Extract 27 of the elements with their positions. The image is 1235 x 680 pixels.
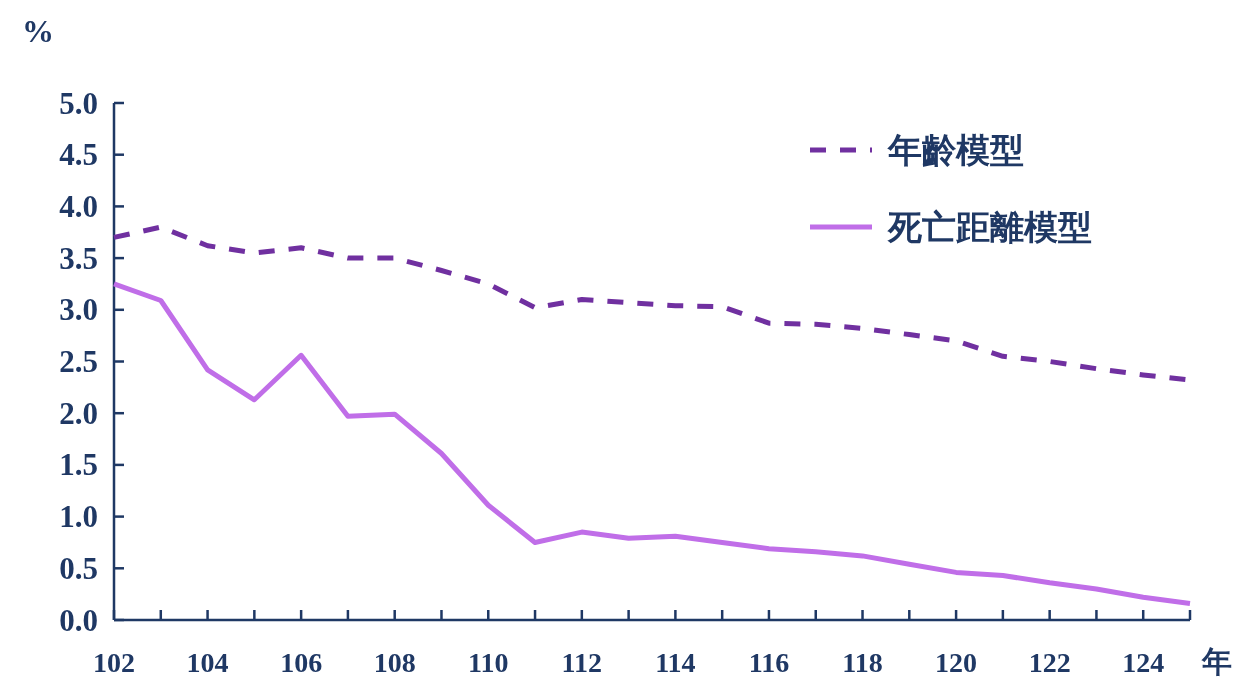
x-tick-label: 106 bbox=[280, 647, 323, 678]
y-tick-label: 1.5 bbox=[59, 447, 98, 483]
y-tick-label: 3.0 bbox=[59, 292, 98, 328]
legend-label: 死亡距離模型 bbox=[887, 208, 1092, 246]
x-tick-label: 104 bbox=[186, 647, 229, 678]
x-axis-title: 年 bbox=[1201, 645, 1232, 678]
x-tick-label: 124 bbox=[1122, 647, 1165, 678]
y-tick-label: 1.0 bbox=[59, 499, 98, 535]
x-tick-label: 118 bbox=[842, 647, 883, 678]
x-tick-label: 114 bbox=[655, 647, 696, 678]
x-tick-label: 102 bbox=[93, 647, 135, 678]
y-tick-label: 0.5 bbox=[59, 550, 98, 586]
x-tick-label: 122 bbox=[1028, 647, 1071, 678]
y-tick-label: 5.0 bbox=[59, 85, 98, 121]
y-tick-label: 3.5 bbox=[59, 240, 98, 276]
x-tick-label: 110 bbox=[468, 647, 509, 678]
legend-label: 年齡模型 bbox=[887, 131, 1024, 169]
x-tick-label: 112 bbox=[561, 647, 603, 678]
y-tick-label: 2.5 bbox=[59, 344, 98, 379]
y-tick-label: 2.0 bbox=[59, 395, 98, 431]
y-tick-label: 0.0 bbox=[59, 602, 98, 638]
y-axis-title: % bbox=[22, 13, 54, 49]
y-tick-label: 4.0 bbox=[59, 188, 98, 224]
x-tick-label: 108 bbox=[373, 647, 416, 678]
x-tick-label: 120 bbox=[935, 647, 978, 678]
x-tick-label: 116 bbox=[748, 647, 790, 678]
y-tick-label: 4.5 bbox=[59, 137, 98, 173]
